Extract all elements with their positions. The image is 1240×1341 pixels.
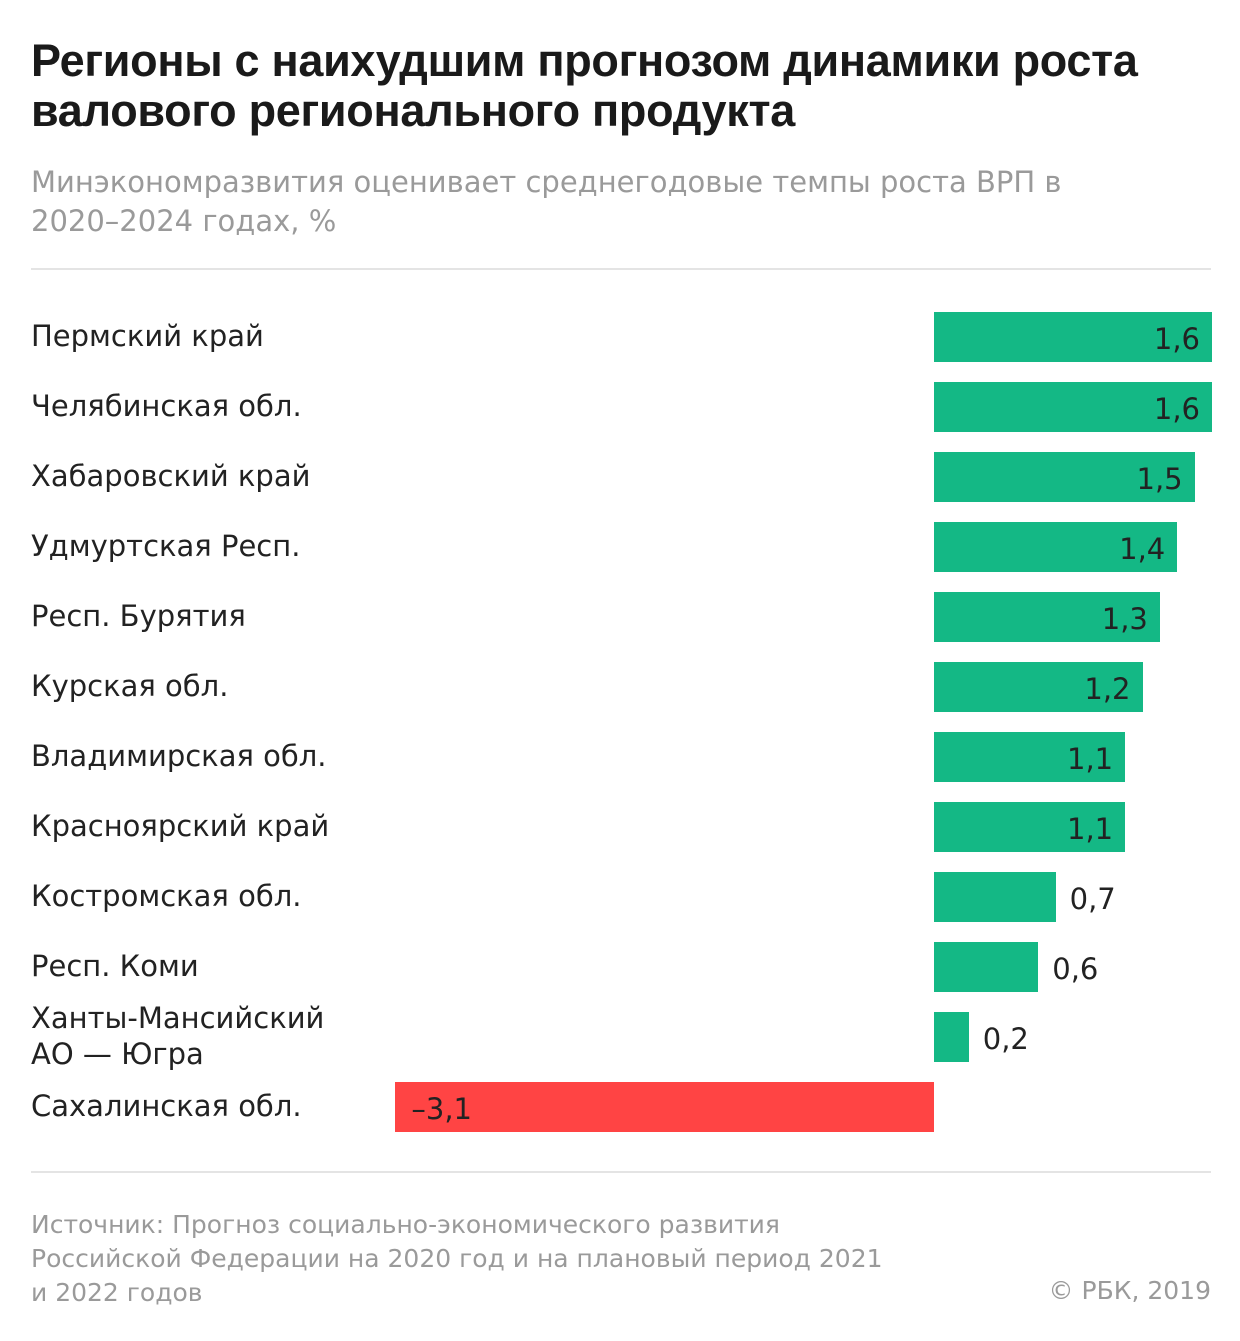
value-label: 1,3 [1101,602,1148,636]
category-label: Курская обл. [31,669,229,703]
value-label: 0,7 [1069,882,1116,916]
top-divider [31,268,1211,270]
bar [934,592,1160,642]
category-label: Челябинская обл. [31,389,302,423]
bar [934,942,1039,992]
category-label: Респ. Коми [31,949,199,983]
value-label: 1,1 [1067,742,1114,776]
category-label: Респ. Бурятия [31,599,246,633]
value-label: 1,2 [1084,672,1131,706]
value-label: 1,6 [1153,322,1200,356]
value-label: 1,1 [1067,812,1114,846]
bar [934,1012,969,1062]
bar [934,732,1126,782]
bar [934,382,1212,432]
source-note: Источник: Прогноз социально-экономическо… [31,1210,883,1307]
bar [934,522,1178,572]
value-label: 0,2 [982,1022,1029,1056]
value-label: 1,4 [1119,532,1166,566]
category-label: Хабаровский край [31,459,311,493]
bar [934,662,1143,712]
category-label: Костромская обл. [31,879,302,913]
category-label: Владимирская обл. [31,739,327,773]
chart-title: Регионы с наихудшим прогнозом динамики р… [31,35,1138,136]
copyright: © РБК, 2019 [1048,1276,1211,1305]
value-label: 1,6 [1153,392,1200,426]
category-label: Красноярский край [31,809,330,843]
value-label: 0,6 [1052,952,1099,986]
bar [934,312,1212,362]
category-label: Ханты-Мансийский АО — Югра [31,1001,325,1071]
value-label: 1,5 [1136,462,1183,496]
bar [395,1082,934,1132]
bar [934,452,1195,502]
category-label: Сахалинская обл. [31,1089,302,1123]
chart-subtitle: Минэкономразвития оценивает среднегодовы… [31,165,1062,238]
bar [934,872,1056,922]
value-label: –3,1 [411,1092,472,1126]
category-label: Удмуртская Респ. [31,529,301,563]
bottom-divider [31,1171,1211,1173]
bar [934,802,1126,852]
category-label: Пермский край [31,319,264,353]
